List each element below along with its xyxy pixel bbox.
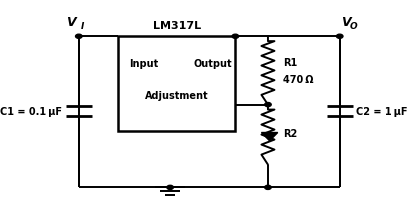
Text: Adjustment: Adjustment [145,91,208,101]
Text: Input: Input [129,59,159,69]
Circle shape [265,103,271,107]
Polygon shape [262,133,278,141]
Text: V: V [341,16,351,29]
FancyBboxPatch shape [118,37,235,132]
Circle shape [75,35,82,39]
Circle shape [337,35,343,39]
Text: C2 = 1 μF: C2 = 1 μF [356,106,408,116]
Circle shape [232,35,239,39]
Text: C1 = 0.1 μF: C1 = 0.1 μF [0,106,62,116]
Text: R2: R2 [283,128,297,138]
Text: R1: R1 [283,58,297,68]
Text: 470 Ω: 470 Ω [283,74,313,84]
Circle shape [167,185,173,190]
Text: O: O [350,22,358,31]
Text: Output: Output [193,59,232,69]
Circle shape [265,185,271,190]
Text: I: I [80,22,84,31]
Text: V: V [66,16,75,29]
Text: LM317L: LM317L [153,21,201,31]
